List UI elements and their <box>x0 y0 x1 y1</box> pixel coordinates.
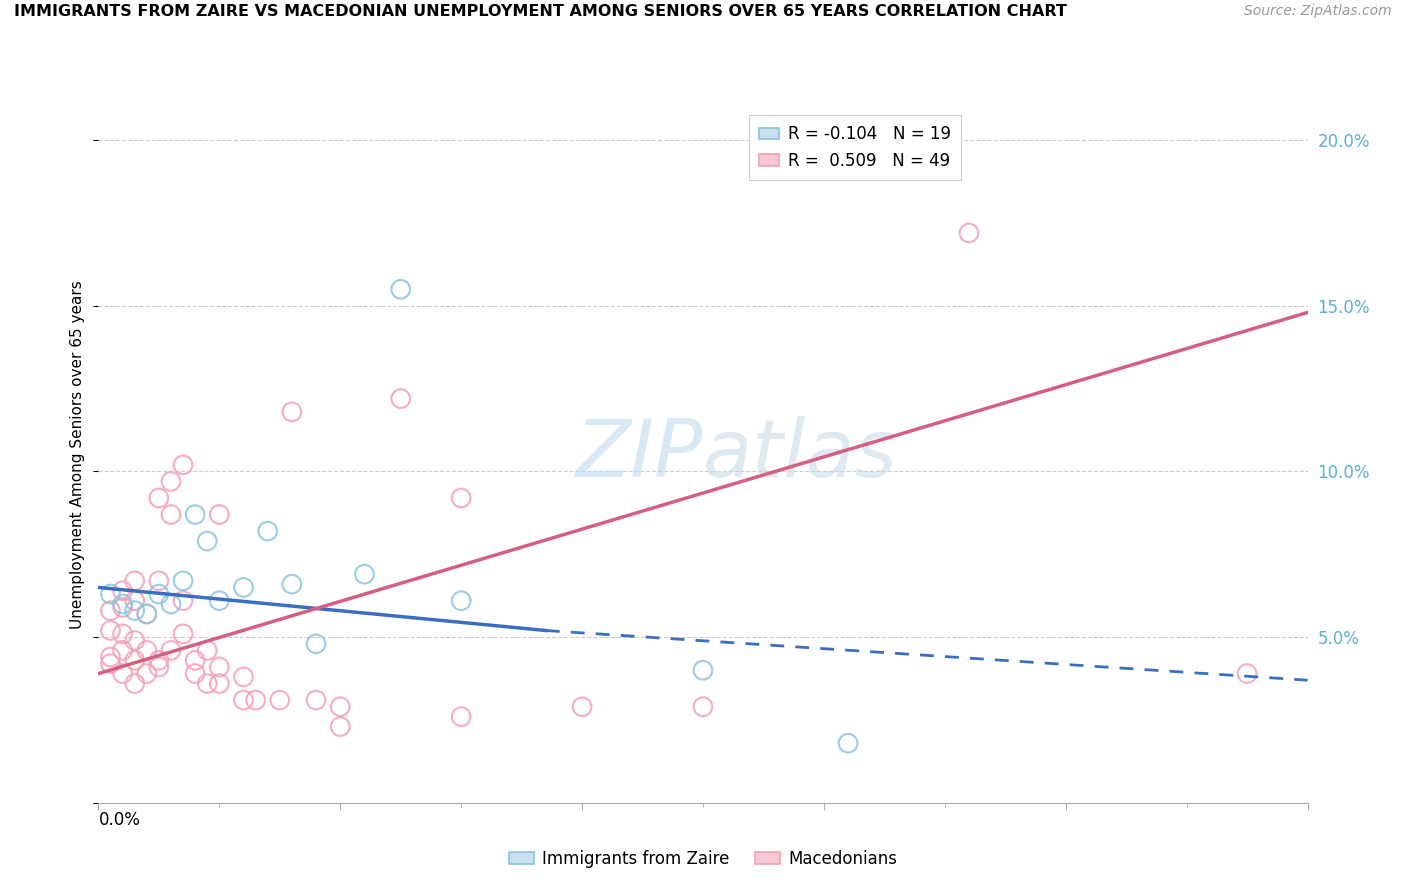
Point <box>208 593 231 607</box>
Y-axis label: Unemployment Among Seniors over 65 years: Unemployment Among Seniors over 65 years <box>70 281 86 629</box>
Point <box>160 643 183 657</box>
Point <box>172 593 194 607</box>
Point <box>389 282 412 296</box>
Point <box>160 475 183 489</box>
Point <box>957 226 980 240</box>
Point <box>100 657 122 671</box>
Point <box>135 666 157 681</box>
Point <box>100 604 122 618</box>
Text: ZIP: ZIP <box>575 416 703 494</box>
Point <box>124 574 146 588</box>
Point <box>245 693 267 707</box>
Point <box>208 660 231 674</box>
Point <box>208 676 231 690</box>
Point <box>256 524 278 538</box>
Point <box>232 693 254 707</box>
Point <box>329 699 352 714</box>
Point <box>837 736 859 750</box>
Point <box>184 666 207 681</box>
Point <box>208 508 231 522</box>
Point <box>124 653 146 667</box>
Point <box>135 607 157 621</box>
Point <box>450 491 472 505</box>
Point <box>124 593 146 607</box>
Point <box>281 577 304 591</box>
Point <box>111 643 134 657</box>
Point <box>269 693 291 707</box>
Point <box>148 491 170 505</box>
Point <box>124 604 146 618</box>
Point <box>160 597 183 611</box>
Point <box>450 593 472 607</box>
Point <box>305 637 328 651</box>
Point <box>148 574 170 588</box>
Point <box>148 660 170 674</box>
Point <box>232 581 254 595</box>
Point <box>450 709 472 723</box>
Point <box>184 508 207 522</box>
Point <box>232 670 254 684</box>
Point <box>135 643 157 657</box>
Text: atlas: atlas <box>703 416 898 494</box>
Point <box>124 633 146 648</box>
Point <box>172 574 194 588</box>
Point <box>148 587 170 601</box>
Text: 0.0%: 0.0% <box>98 811 141 830</box>
Point <box>571 699 593 714</box>
Point <box>160 508 183 522</box>
Point <box>148 653 170 667</box>
Point <box>172 458 194 472</box>
Text: IMMIGRANTS FROM ZAIRE VS MACEDONIAN UNEMPLOYMENT AMONG SENIORS OVER 65 YEARS COR: IMMIGRANTS FROM ZAIRE VS MACEDONIAN UNEM… <box>14 4 1067 20</box>
Point <box>124 676 146 690</box>
Point <box>100 650 122 665</box>
Point <box>100 624 122 638</box>
Point <box>172 627 194 641</box>
Point <box>329 720 352 734</box>
Point <box>692 699 714 714</box>
Point <box>111 666 134 681</box>
Point <box>305 693 328 707</box>
Point <box>389 392 412 406</box>
Point <box>100 587 122 601</box>
Legend: Immigrants from Zaire, Macedonians: Immigrants from Zaire, Macedonians <box>502 843 904 874</box>
Point <box>111 627 134 641</box>
Point <box>135 607 157 621</box>
Point <box>111 600 134 615</box>
Point <box>195 534 218 549</box>
Point <box>184 653 207 667</box>
Point <box>111 583 134 598</box>
Text: Source: ZipAtlas.com: Source: ZipAtlas.com <box>1244 4 1392 19</box>
Point <box>111 597 134 611</box>
Point <box>353 567 375 582</box>
Point <box>281 405 304 419</box>
Point <box>195 643 218 657</box>
Point <box>195 676 218 690</box>
Point <box>692 663 714 677</box>
Point <box>1236 666 1258 681</box>
